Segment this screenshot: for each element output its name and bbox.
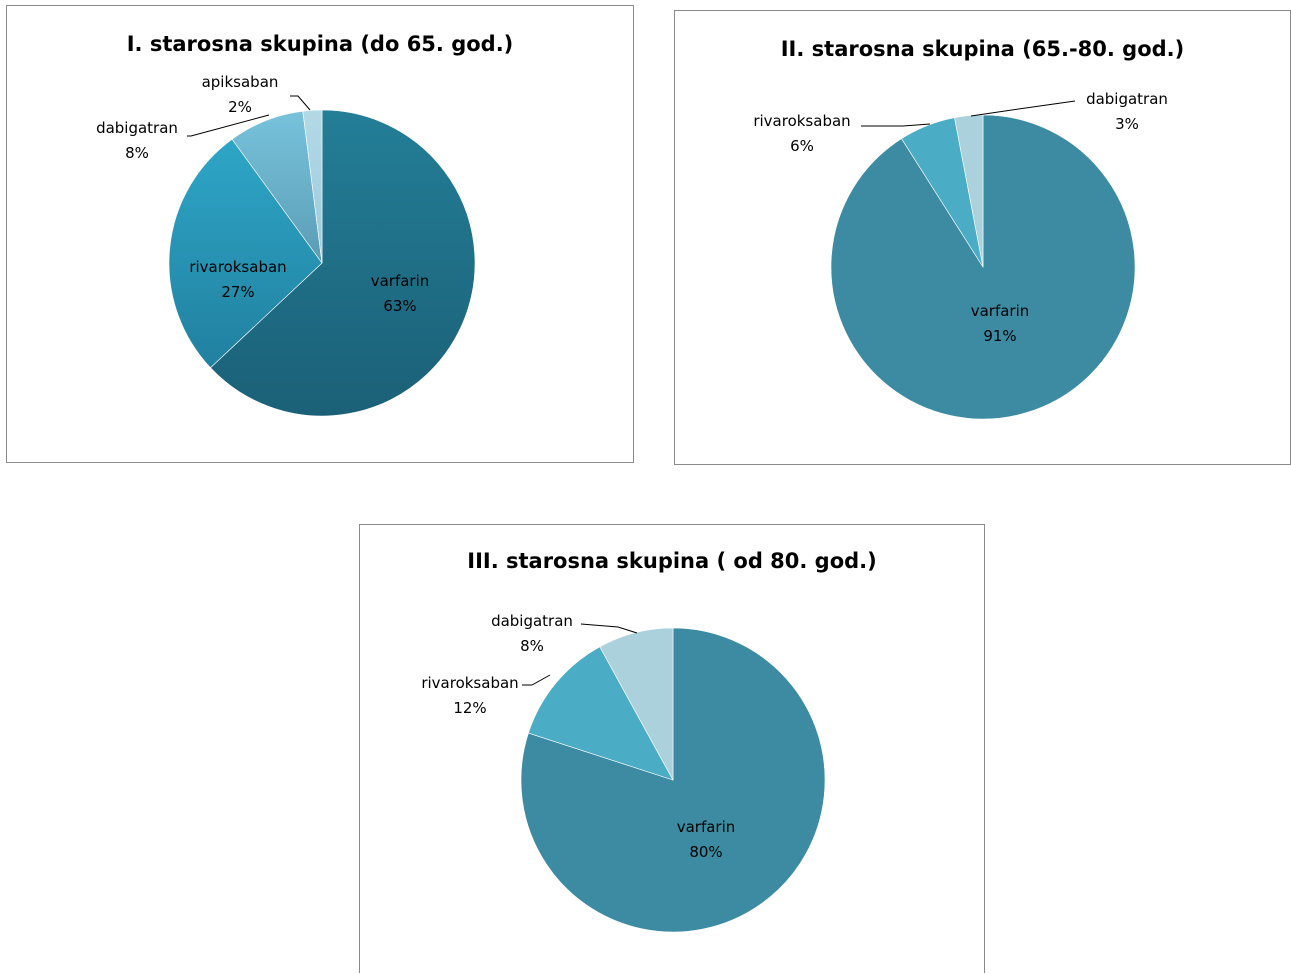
pie-chart-age-group-1: I. starosna skupina (do 65. god.) varfar… xyxy=(6,5,634,463)
pie-chart-age-group-2: II. starosna skupina (65.-80. god.) varf… xyxy=(674,10,1291,465)
slice-label-dabigatran: dabigatran xyxy=(491,612,573,630)
leader-line-apiksaban xyxy=(290,95,311,111)
slice-label-varfarin: varfarin xyxy=(971,302,1030,320)
pie-chart-svg: varfarin 80% rivaroksaban 12% dabigatran 8% xyxy=(421,612,826,933)
slice-percent-rivaroksaban: 6% xyxy=(790,137,814,155)
pie-chart-svg: varfarin 63% rivaroksaban 27% dabigatran 8% ap… xyxy=(96,73,476,417)
pie-chart-svg: varfarin 91% rivaroksaban 6% dabigatran 3% xyxy=(753,90,1168,420)
slice-percent-apiksaban: 2% xyxy=(228,98,252,116)
leader-line-dabigatran xyxy=(580,623,638,634)
slice-label-dabigatran: dabigatran xyxy=(1086,90,1168,108)
slice-percent-dabigatran: 8% xyxy=(520,637,544,655)
chart-title: III. starosna skupina ( od 80. god.) xyxy=(467,549,877,573)
leader-line-dabigatran xyxy=(187,114,270,137)
slice-percent-rivaroksaban: 12% xyxy=(453,699,486,717)
slice-percent-rivaroksaban: 27% xyxy=(221,283,254,301)
pie-slice-apiksaban xyxy=(302,109,323,264)
slice-label-rivaroksaban: rivaroksaban xyxy=(189,258,286,276)
pie-slice-varfarin xyxy=(210,109,476,417)
slice-label-rivaroksaban: rivaroksaban xyxy=(753,112,850,130)
chart-title: II. starosna skupina (65.-80. god.) xyxy=(780,37,1185,61)
slice-percent-varfarin: 63% xyxy=(383,297,416,315)
chart-title: I. starosna skupina (do 65. god.) xyxy=(126,32,514,56)
slice-percent-dabigatran: 8% xyxy=(125,144,149,162)
pie-slice-rivaroksaban xyxy=(528,646,674,781)
slice-label-varfarin: varfarin xyxy=(677,818,736,836)
slice-label-dabigatran: dabigatran xyxy=(96,119,178,137)
slice-percent-varfarin: 80% xyxy=(689,843,722,861)
pie-chart-age-group-3: III. starosna skupina ( od 80. god.) var… xyxy=(359,524,985,973)
leader-line-rivaroksaban xyxy=(522,674,551,686)
pie-slice-dabigatran xyxy=(954,114,984,268)
slice-label-apiksaban: apiksaban xyxy=(202,73,279,91)
slice-label-varfarin: varfarin xyxy=(371,272,430,290)
leader-line-rivaroksaban xyxy=(861,123,931,127)
leader-line-dabigatran xyxy=(970,100,1076,117)
pie-slice-rivaroksaban xyxy=(168,138,323,369)
slice-label-rivaroksaban: rivaroksaban xyxy=(421,674,518,692)
slice-percent-varfarin: 91% xyxy=(983,327,1016,345)
slice-percent-dabigatran: 3% xyxy=(1115,115,1139,133)
